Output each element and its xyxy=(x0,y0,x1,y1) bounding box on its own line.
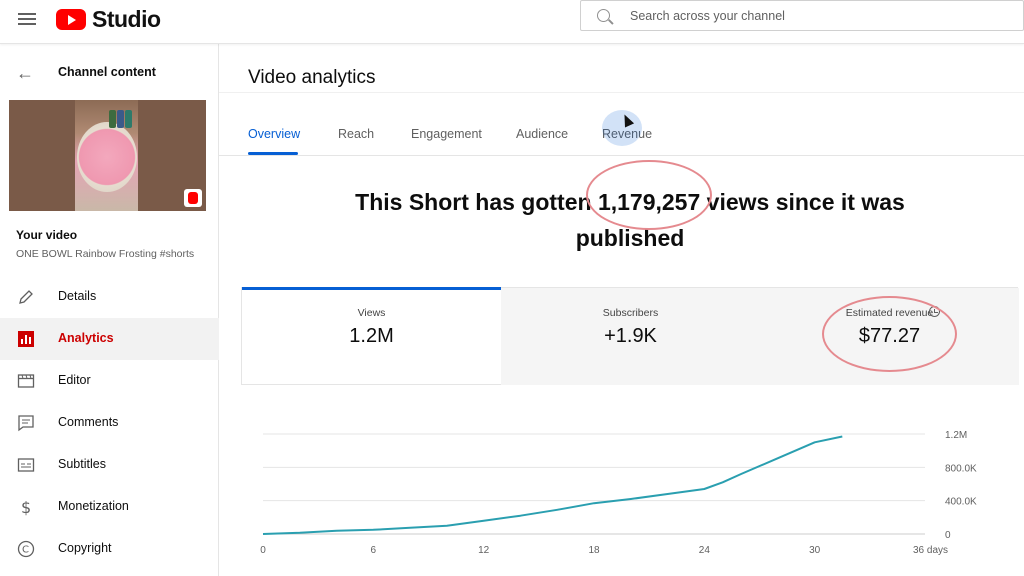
y-tick-label: 800.0K xyxy=(945,463,977,474)
sidebar-item-comments[interactable]: Comments xyxy=(0,402,219,444)
top-bar: Studio Search across your channel xyxy=(0,0,1024,44)
x-tick-label: 18 xyxy=(588,545,600,556)
video-thumbnail[interactable] xyxy=(9,100,206,211)
sidebar-item-subtitles[interactable]: Subtitles xyxy=(0,444,219,486)
sidebar-item-label: Editor xyxy=(58,373,91,387)
sidebar-item-label: Details xyxy=(58,289,97,303)
search-input[interactable]: Search across your channel xyxy=(580,0,1024,31)
sidebar-item-copyright[interactable]: C Copyright xyxy=(0,528,219,570)
analytics-tabs: Overview Reach Engagement Audience Reven… xyxy=(219,92,1024,156)
metric-title: Views xyxy=(357,307,386,319)
thumbnail-bottle xyxy=(125,110,132,128)
active-card-indicator xyxy=(242,287,501,290)
metric-card-views[interactable]: Views 1.2M xyxy=(242,287,501,385)
x-tick-label: 24 xyxy=(699,545,711,556)
tab-reach[interactable]: Reach xyxy=(338,127,375,141)
click-ripple xyxy=(602,110,642,146)
page-title: Video analytics xyxy=(248,67,376,88)
sidebar-item-analytics[interactable]: Analytics xyxy=(0,318,219,360)
metric-value: +1.9K xyxy=(604,325,657,347)
clapperboard-icon xyxy=(17,374,35,388)
tab-audience[interactable]: Audience xyxy=(516,127,569,141)
metric-value: 1.2M xyxy=(349,325,394,347)
video-title: ONE BOWL Rainbow Frosting #shorts xyxy=(16,248,195,260)
annotation-circle xyxy=(822,296,957,372)
comment-icon xyxy=(18,415,34,432)
shorts-icon xyxy=(184,189,202,207)
back-arrow-icon[interactable]: ← xyxy=(16,63,34,83)
x-tick-label: 12 xyxy=(478,545,490,556)
y-tick-label: 1.2M xyxy=(945,430,967,441)
your-video-label: Your video xyxy=(16,228,78,242)
tab-engagement[interactable]: Engagement xyxy=(411,127,482,141)
studio-logo[interactable]: Studio xyxy=(56,6,161,33)
y-tick-label: 0 xyxy=(945,530,951,541)
annotation-circle xyxy=(586,160,712,230)
sidebar-item-editor[interactable]: Editor xyxy=(0,360,219,402)
sidebar-item-label: Copyright xyxy=(58,541,112,555)
sidebar-item-label: Comments xyxy=(58,415,119,429)
thumbnail-bottle xyxy=(117,110,124,128)
back-label[interactable]: Channel content xyxy=(58,65,156,79)
sidebar-item-label: Monetization xyxy=(58,499,129,513)
tab-overview[interactable]: Overview xyxy=(248,127,301,141)
views-series-line xyxy=(262,435,843,535)
active-tab-indicator xyxy=(248,152,298,155)
sidebar-item-label: Analytics xyxy=(58,331,114,345)
sidebar-item-details[interactable]: Details xyxy=(0,276,219,318)
tab-revenue[interactable]: Revenue xyxy=(602,127,653,141)
thumbnail-bottle xyxy=(109,110,116,128)
subtitles-icon xyxy=(17,458,35,472)
pencil-icon xyxy=(19,290,33,304)
metric-card-subscribers[interactable]: Subscribers +1.9K xyxy=(501,288,760,385)
svg-text:C: C xyxy=(22,545,29,556)
sidebar-item-monetization[interactable]: $ Monetization xyxy=(0,486,219,528)
logo-text: Studio xyxy=(92,6,161,32)
x-tick-label: 0 xyxy=(260,545,266,556)
search-placeholder: Search across your channel xyxy=(630,9,785,23)
menu-icon[interactable] xyxy=(16,10,38,32)
sidebar: ← Channel content Your video ONE BOWL Ra… xyxy=(0,44,219,576)
x-tick-label: 6 xyxy=(371,545,377,556)
metric-title: Subscribers xyxy=(602,307,659,319)
youtube-play-icon xyxy=(56,9,86,30)
headline-text: views since it was xyxy=(700,189,905,215)
sidebar-item-label: Subtitles xyxy=(58,457,106,471)
thumbnail-bowl xyxy=(77,122,137,192)
headline-text: This Short has gotten xyxy=(355,189,598,215)
views-line-chart: 0 400.0K 800.0K 1.2M 0 6 12 18 24 30 36 days xyxy=(260,430,977,556)
dollar-icon: $ xyxy=(21,498,31,516)
copyright-icon: C xyxy=(17,540,35,558)
y-tick-label: 400.0K xyxy=(945,497,977,508)
headline-text: published xyxy=(575,225,685,251)
x-tick-label: 36 days xyxy=(913,545,948,556)
analytics-icon xyxy=(18,331,34,347)
svg-text:$: $ xyxy=(21,498,31,516)
x-tick-label: 30 xyxy=(809,545,821,556)
search-icon xyxy=(597,9,610,22)
